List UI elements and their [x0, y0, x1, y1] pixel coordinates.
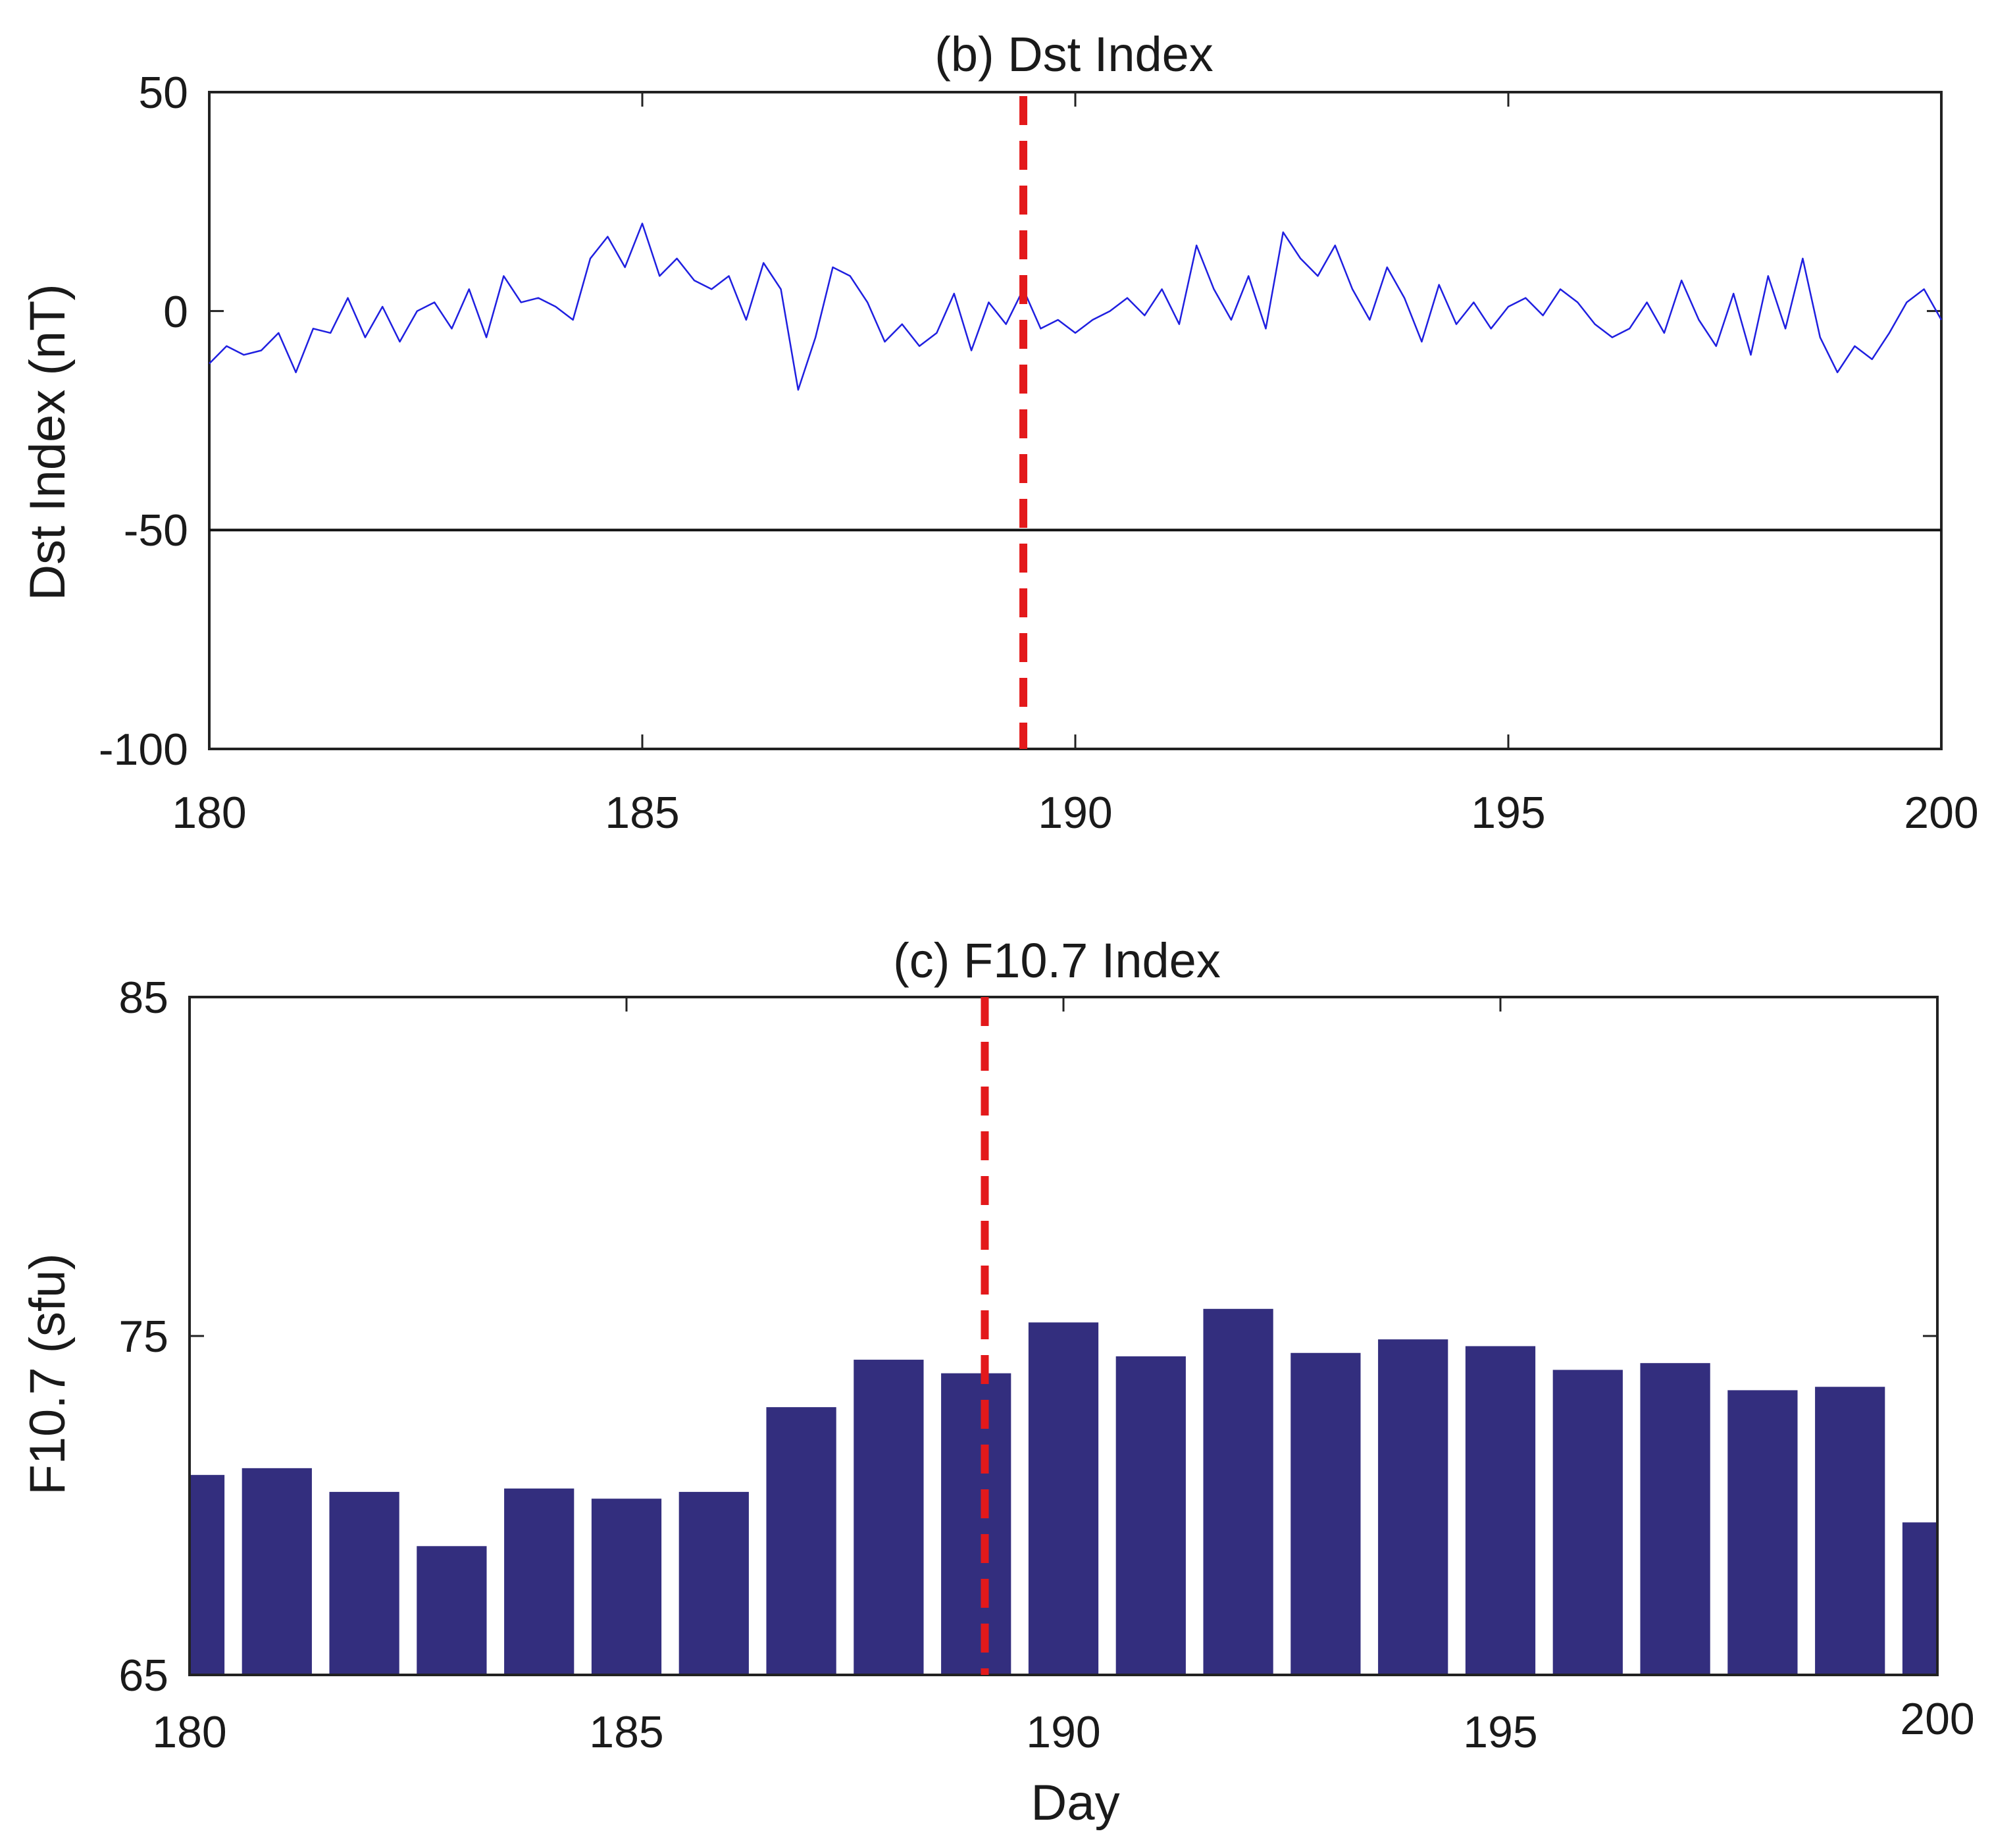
panel-c-bar-day-198: [1727, 1390, 1798, 1675]
panel-c-title: (c) F10.7 Index: [893, 933, 1221, 988]
panel-c-bar-day-183: [417, 1546, 487, 1675]
panel-c-bar-day-195: [1465, 1346, 1536, 1675]
panel-c-bar-day-196: [1552, 1370, 1623, 1675]
panel-c-x-tick-190: 190: [1026, 1707, 1100, 1757]
panel-c-f107: (c) F10.7 Index F10.7 (sfu) Day 180 185 …: [20, 933, 1975, 1831]
panel-c-bar-day-199: [1815, 1387, 1885, 1675]
panel-b-dst-series-line: [209, 222, 1943, 391]
panel-c-bar-day-180: [190, 1475, 225, 1675]
panel-c-x-tick-195: 195: [1463, 1707, 1537, 1757]
panel-c-bar-day-194: [1378, 1339, 1448, 1675]
panel-b-x-tick-195: 195: [1471, 788, 1545, 838]
panel-c-bar-day-193: [1290, 1352, 1361, 1675]
panel-c-bar-day-184: [504, 1488, 575, 1675]
panel-c-bar-day-191: [1115, 1356, 1186, 1675]
panel-c-bar-day-186: [678, 1491, 749, 1675]
panel-c-plot-frame: [188, 996, 1939, 1676]
panel-b-x-tick-200: 200: [1904, 788, 1978, 838]
panel-c-bar-day-182: [329, 1491, 399, 1675]
panel-c-x-tick-180: 180: [152, 1707, 226, 1757]
panel-b-x-tick-185: 185: [605, 788, 679, 838]
panel-c-bar-day-188: [854, 1360, 924, 1675]
panel-c-y-tick-75: 75: [118, 1312, 168, 1362]
panel-c-x-tick-200: 200: [1900, 1694, 1974, 1744]
panel-c-bar-day-190: [1028, 1322, 1099, 1675]
panel-c-x-tick-185: 185: [589, 1707, 663, 1757]
panel-c-bar-day-181: [242, 1468, 312, 1675]
panel-b-dst: (b) Dst Index Dst Index (nT) 180 185 190…: [20, 27, 1979, 838]
panel-c-bar-day-197: [1640, 1363, 1710, 1675]
panel-b-y-tick-0: 0: [163, 287, 188, 337]
panel-b-y-axis-label: Dst Index (nT): [20, 284, 76, 600]
panel-c-y-tick-65: 65: [118, 1651, 168, 1701]
panel-c-y-axis-label: F10.7 (sfu): [20, 1253, 76, 1495]
panel-b-title: (b) Dst Index: [934, 27, 1213, 82]
panel-c-x-axis-label: Day: [1031, 1775, 1119, 1831]
panel-b-x-tick-190: 190: [1038, 788, 1112, 838]
panel-c-bars: [190, 1308, 1937, 1675]
panel-b-x-tick-180: 180: [172, 788, 246, 838]
panel-b-y-tick-minus100: -100: [99, 725, 188, 775]
panel-c-bar-day-200: [1902, 1522, 1937, 1675]
panel-b-plot-frame: [208, 91, 1943, 750]
panel-c-bar-day-189: [941, 1373, 1011, 1675]
panel-c-bar-day-185: [591, 1499, 662, 1675]
panel-b-y-tick-50: 50: [138, 68, 188, 118]
panel-c-bar-day-192: [1203, 1308, 1273, 1675]
panel-c-y-tick-85: 85: [118, 973, 168, 1023]
panel-b-y-tick-minus50: -50: [124, 505, 188, 555]
panel-b-ticks: [208, 91, 1943, 750]
panel-c-bar-day-187: [766, 1407, 836, 1675]
